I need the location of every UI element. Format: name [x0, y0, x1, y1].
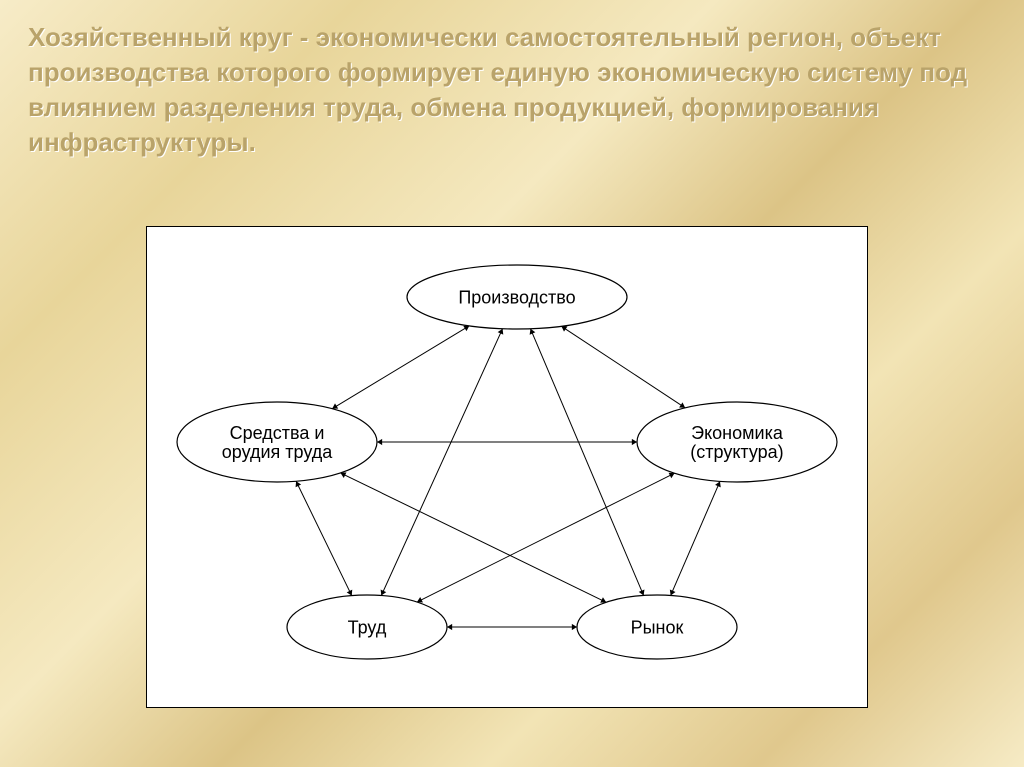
edge	[381, 329, 502, 596]
edge	[417, 473, 675, 602]
node-label-market: Рынок	[631, 617, 684, 637]
network-diagram: Производство Средства иорудия труда Эконом…	[147, 227, 867, 707]
edge	[561, 326, 685, 408]
edge	[332, 326, 469, 409]
edge	[340, 473, 606, 602]
diagram-container: Производство Средства иорудия труда Эконом…	[146, 226, 868, 708]
node-label-tools: Средства иорудия труда	[222, 423, 333, 462]
edge	[296, 481, 352, 595]
node-label-economy: Экономика(структура)	[690, 423, 784, 462]
node-label-production: Производство	[458, 287, 575, 307]
slide-title: Хозяйственный круг - экономически самост…	[28, 20, 996, 160]
edge	[671, 481, 720, 595]
node-label-labor: Труд	[348, 617, 387, 637]
slide-background: Хозяйственный круг - экономически самост…	[0, 0, 1024, 767]
